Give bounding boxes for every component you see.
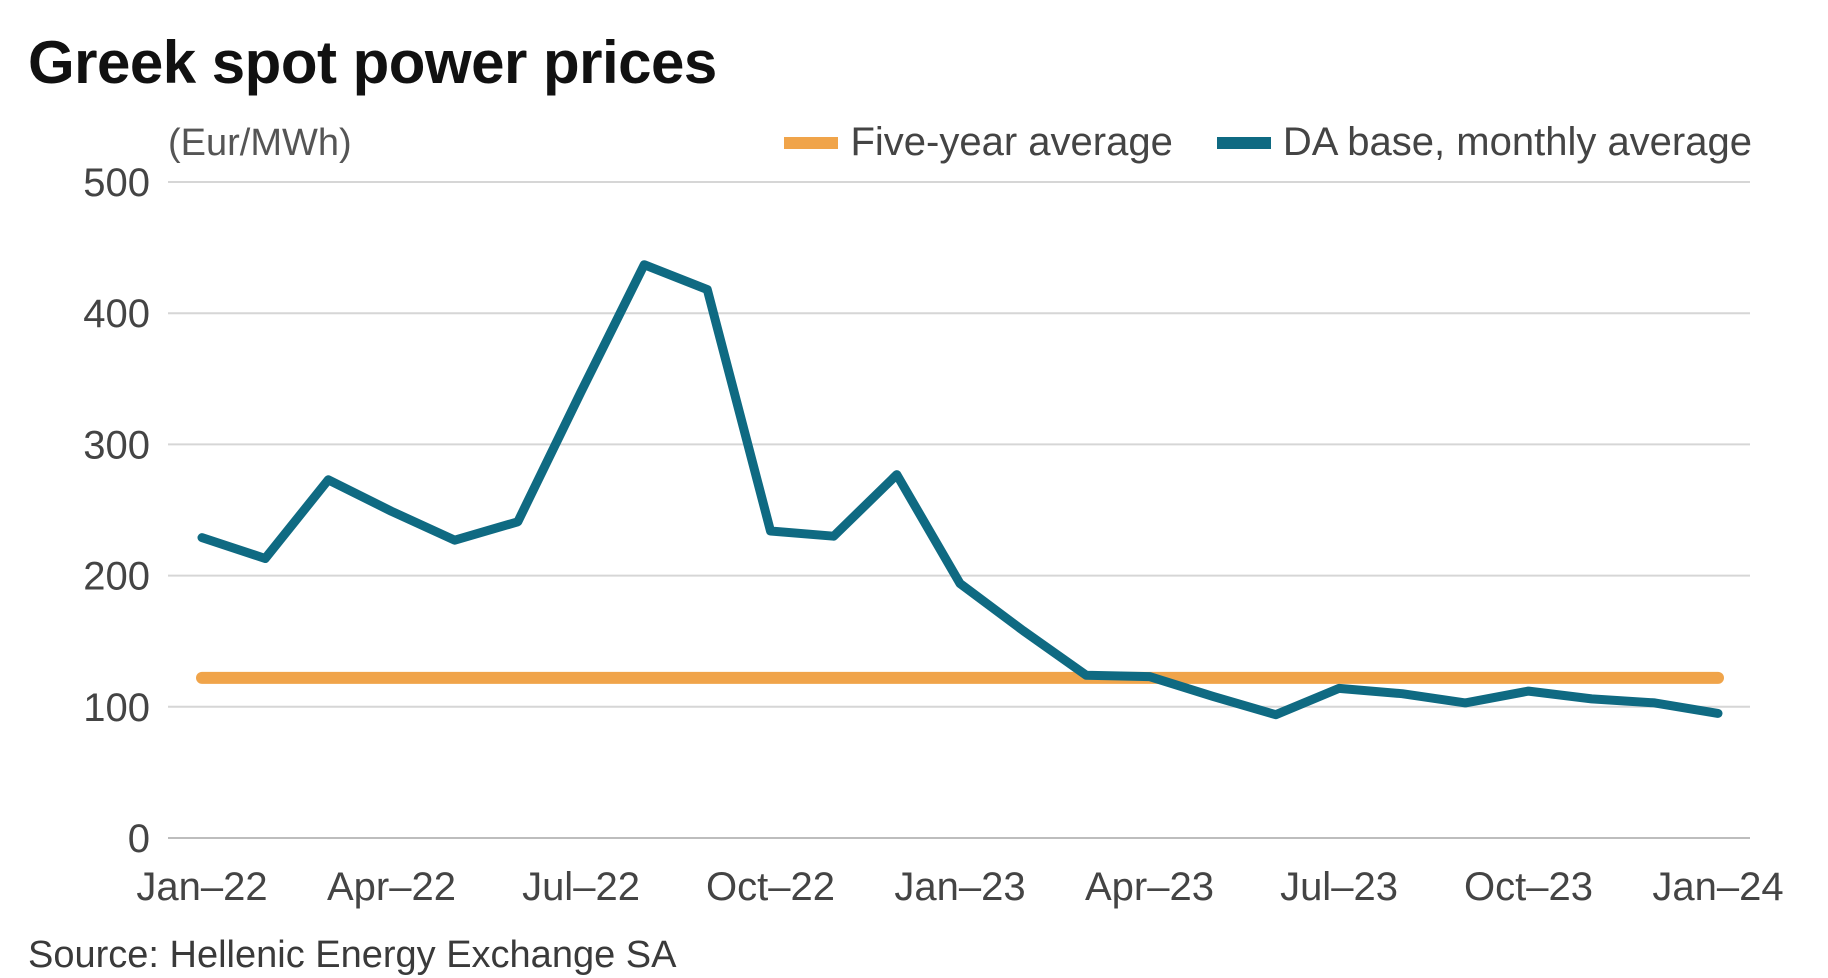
y-tick-label-400: 400 — [83, 292, 150, 336]
y-axis-ticks: 0 100 200 300 400 500 — [83, 161, 150, 861]
source-note: Source: Hellenic Energy Exchange SA — [28, 934, 677, 976]
y-tick-label-0: 0 — [128, 817, 150, 861]
y-axis-unit-label: (Eur/MWh) — [168, 122, 352, 164]
x-tick-label-7: Oct–23 — [1464, 865, 1593, 909]
x-tick-label-5: Apr–23 — [1085, 865, 1214, 909]
x-tick-label-3: Oct–22 — [706, 865, 835, 909]
gridlines — [168, 181, 1750, 839]
chart-title: Greek spot power prices — [28, 29, 717, 96]
y-tick-label-200: 200 — [83, 555, 150, 599]
y-tick-label-100: 100 — [83, 686, 150, 730]
x-axis-ticks: Jan–22 Apr–22 Jul–22 Oct–22 Jan–23 Apr–23 Jul–… — [136, 865, 1783, 909]
legend-swatch-five-year-average — [784, 136, 839, 149]
x-tick-label-1: Apr–22 — [327, 865, 456, 909]
legend-item-da-base: DA base, monthly average — [1216, 120, 1752, 165]
legend-swatch-da-base — [1216, 136, 1271, 149]
series-lines — [196, 260, 1724, 720]
x-tick-label-8: Jan–24 — [1652, 865, 1783, 909]
x-tick-label-0: Jan–22 — [136, 865, 267, 909]
legend-item-five-year-average: Five-year average — [784, 120, 1173, 165]
legend-label-da-base: DA base, monthly average — [1282, 120, 1752, 164]
series-line-da-base-monthly-average — [197, 260, 1723, 720]
x-tick-label-4: Jan–23 — [894, 865, 1025, 909]
x-tick-label-6: Jul–23 — [1280, 865, 1398, 909]
legend: Five-year average DA base, monthly avera… — [784, 120, 1752, 165]
y-tick-label-300: 300 — [83, 423, 150, 467]
x-tick-label-2: Jul–22 — [522, 865, 640, 909]
legend-label-five-year-average: Five-year average — [850, 120, 1173, 164]
y-tick-label-500: 500 — [83, 161, 150, 205]
